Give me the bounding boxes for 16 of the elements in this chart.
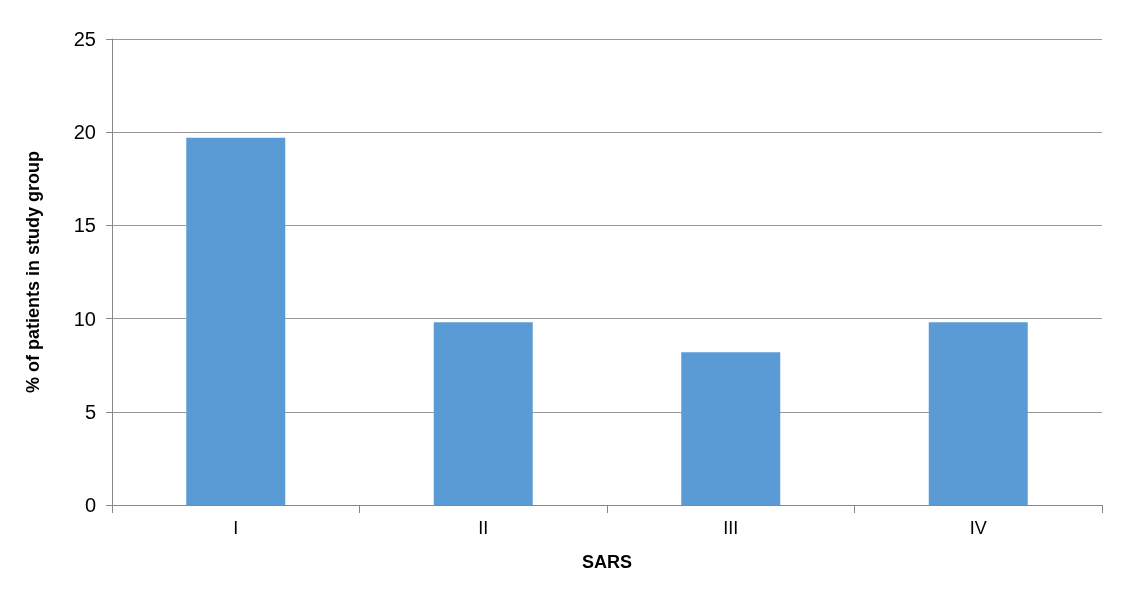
y-tick-label: 25: [73, 28, 96, 50]
x-tick-label: I: [233, 518, 239, 538]
y-tick-label: 10: [73, 307, 96, 330]
y-tick-label: 0: [84, 494, 96, 516]
y-tick-label: 15: [73, 214, 96, 237]
x-tick-label: II: [478, 518, 489, 538]
y-tick-label: 5: [84, 400, 96, 423]
y-axis-title: % of patients in study group: [23, 151, 43, 393]
x-tick-label: IV: [969, 518, 987, 538]
x-tick-label: III: [723, 518, 739, 538]
y-tick-label: 20: [73, 121, 96, 144]
bar: [928, 322, 1028, 505]
bar: [433, 322, 533, 505]
bar: [681, 352, 781, 505]
x-axis-title: SARS: [581, 552, 633, 572]
bar: [186, 137, 286, 505]
